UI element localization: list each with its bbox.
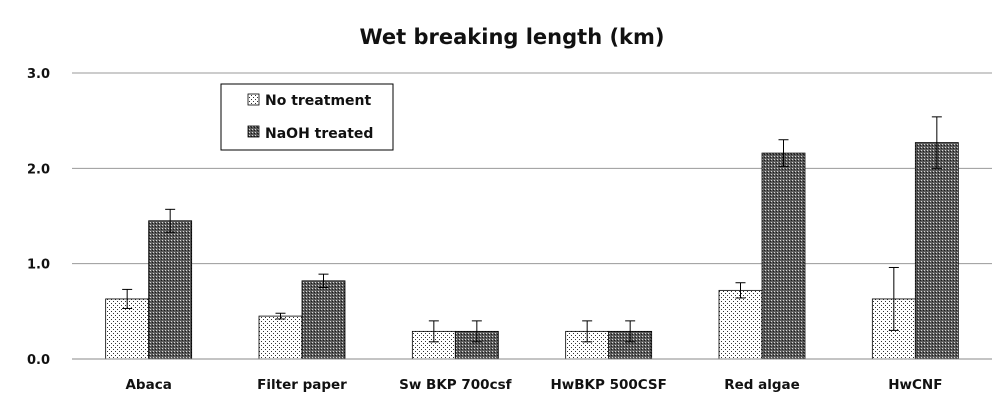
chart-title: Wet breaking length (km) (359, 25, 664, 49)
bar-naoh-treated (761, 152, 806, 360)
x-category-label: Sw BKP 700csf (399, 377, 511, 393)
x-category-label: HwCNF (888, 377, 942, 393)
error-bar (625, 320, 636, 343)
legend-label-no-treatment: No treatment (265, 93, 371, 109)
x-category-label: HwBKP 500CSF (550, 377, 666, 393)
error-bar (471, 320, 482, 343)
error-bar (122, 288, 133, 309)
y-tick-label: 0.0 (27, 353, 50, 368)
bar-naoh-treated (914, 142, 959, 360)
legend: No treatment NaOH treated (220, 83, 394, 151)
bar-no-treatment (718, 289, 763, 360)
legend-swatch-naoh-treated (247, 125, 260, 138)
y-tick-label: 3.0 (27, 67, 50, 82)
bar-no-treatment (258, 315, 303, 360)
error-bar (735, 282, 746, 299)
y-tick-label: 2.0 (27, 162, 50, 177)
x-category-label: Red algae (724, 377, 800, 393)
gridlines (72, 72, 992, 265)
bars (105, 142, 959, 360)
x-category-label: Filter paper (257, 377, 347, 393)
error-bar (428, 320, 439, 343)
error-bar (931, 116, 942, 169)
error-bars (122, 116, 942, 343)
legend-swatch-no-treatment (247, 93, 260, 106)
error-bar (318, 273, 329, 288)
y-axis-tick-labels: 0.0 1.0 2.0 3.0 (27, 67, 50, 368)
error-bar (165, 208, 176, 233)
error-bar (778, 139, 789, 167)
error-bar (275, 312, 286, 320)
y-tick-label: 1.0 (27, 258, 50, 273)
x-axis-category-labels: Abaca Filter paper Sw BKP 700csf HwBKP 500C… (125, 377, 942, 393)
error-bar (888, 266, 899, 331)
legend-label-naoh-treated: NaOH treated (265, 126, 373, 142)
x-category-label: Abaca (125, 377, 171, 393)
error-bar (582, 320, 593, 343)
bar-naoh-treated (148, 220, 193, 360)
bar-naoh-treated (301, 280, 346, 360)
